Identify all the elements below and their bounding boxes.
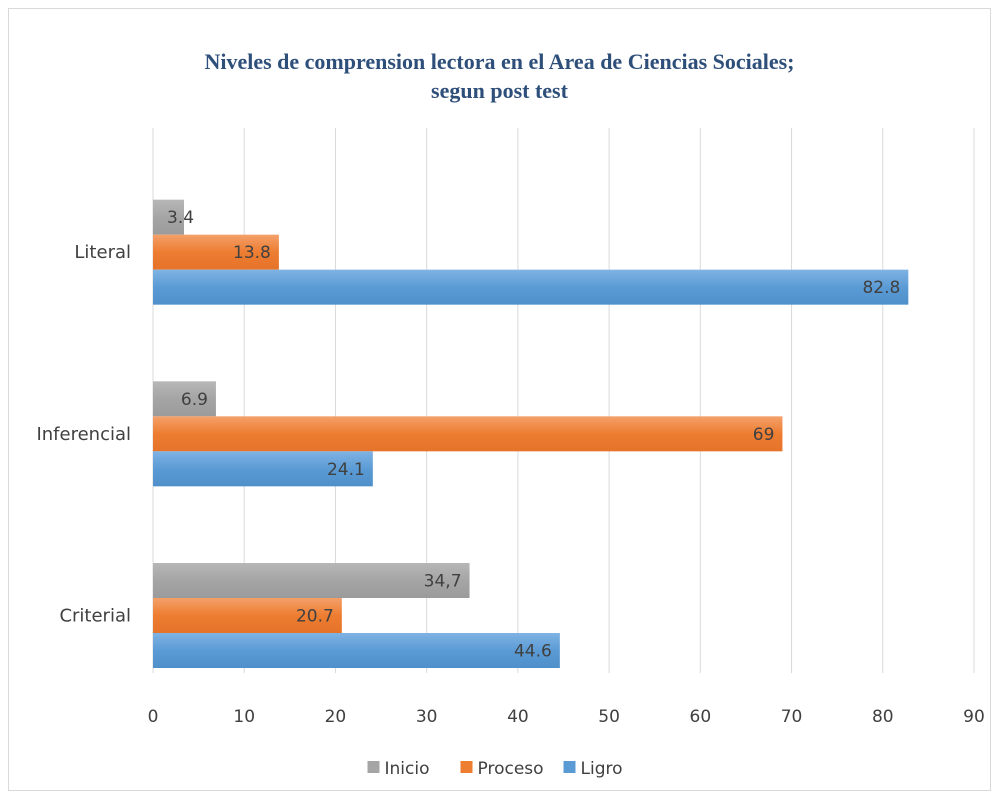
bar-ligro-inferencial xyxy=(153,451,373,487)
x-axis-ticks: 0 10 20 30 40 50 60 70 80 90 xyxy=(148,707,985,727)
category-label-inferencial: Inferencial xyxy=(36,424,131,445)
bars xyxy=(153,199,909,668)
legend-label-ligro: Ligro xyxy=(581,759,623,779)
category-label-literal: Literal xyxy=(74,242,131,263)
data-label-proceso-literal: 13.8 xyxy=(233,243,271,263)
data-labels: 3.4 13.8 82.8 6.9 69 24.1 34,7 20.7 44.6 xyxy=(167,208,900,661)
bar-proceso-literal xyxy=(153,234,279,270)
data-label-proceso-criterial: 20.7 xyxy=(296,607,334,627)
x-tick-label-90: 90 xyxy=(963,707,985,727)
data-label-proceso-inferencial: 69 xyxy=(753,425,775,445)
x-tick-label-10: 10 xyxy=(233,707,255,727)
x-tick-label-70: 70 xyxy=(781,707,803,727)
bar-ligro-literal xyxy=(153,269,909,305)
bar-proceso-criterial xyxy=(153,598,342,633)
data-label-ligro-criterial: 44.6 xyxy=(514,642,552,662)
legend-swatch-proceso xyxy=(460,761,473,773)
chart-title: Niveles de comprension lectora en el Are… xyxy=(9,47,990,105)
legend-swatch-ligro xyxy=(563,761,576,773)
data-label-ligro-literal: 82.8 xyxy=(862,278,900,298)
bar-inicio-literal xyxy=(153,199,185,235)
x-tick-label-0: 0 xyxy=(148,707,159,727)
bar-ligro-criterial xyxy=(153,633,560,668)
x-tick-label-50: 50 xyxy=(598,707,620,727)
legend-swatch-inicio xyxy=(367,761,380,773)
legend-label-inicio: Inicio xyxy=(385,759,430,779)
data-label-inicio-inferencial: 6.9 xyxy=(181,390,208,410)
chart-title-line2: segun post test xyxy=(431,78,568,103)
data-label-inicio-criterial: 34,7 xyxy=(424,572,462,592)
x-tick-label-20: 20 xyxy=(325,707,347,727)
legend-label-proceso: Proceso xyxy=(478,759,544,779)
bar-inicio-criterial xyxy=(153,563,470,598)
x-tick-label-60: 60 xyxy=(690,707,712,727)
category-labels: Literal Inferencial Criterial xyxy=(36,242,131,626)
x-tick-label-30: 30 xyxy=(416,707,438,727)
bar-inicio-inferencial xyxy=(153,381,216,417)
category-label-criterial: Criterial xyxy=(59,606,131,627)
bar-proceso-inferencial xyxy=(153,416,783,452)
data-label-ligro-inferencial: 24.1 xyxy=(327,460,365,480)
data-label-inicio-literal: 3.4 xyxy=(167,208,194,228)
x-tick-label-40: 40 xyxy=(507,707,529,727)
chart-title-line1: Niveles de comprension lectora en el Are… xyxy=(204,49,795,74)
legend: Inicio Proceso Ligro xyxy=(367,759,623,779)
x-tick-label-80: 80 xyxy=(872,707,894,727)
